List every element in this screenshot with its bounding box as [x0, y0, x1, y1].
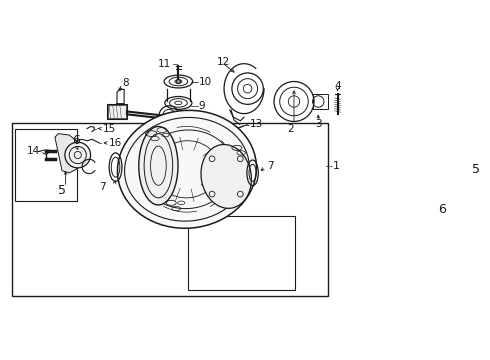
Text: 7: 7	[99, 182, 106, 192]
Bar	[189, 216, 295, 291]
Text: 6: 6	[439, 203, 446, 216]
Text: 5: 5	[472, 163, 480, 176]
Ellipse shape	[139, 126, 178, 205]
Text: 12: 12	[217, 57, 230, 67]
Text: 9: 9	[198, 101, 205, 111]
Ellipse shape	[201, 144, 251, 208]
Bar	[313, 94, 328, 109]
Bar	[12, 123, 328, 296]
Text: 14: 14	[27, 147, 40, 157]
Text: 15: 15	[103, 123, 116, 134]
Circle shape	[176, 79, 180, 84]
Polygon shape	[55, 134, 80, 173]
Text: 11: 11	[158, 59, 171, 69]
Text: 5: 5	[58, 184, 66, 197]
Text: 2: 2	[287, 123, 294, 134]
Text: 13: 13	[250, 119, 263, 129]
Ellipse shape	[118, 110, 256, 228]
Text: 6: 6	[73, 134, 80, 147]
Text: 4: 4	[334, 81, 341, 91]
Text: 8: 8	[122, 78, 129, 88]
Bar	[107, 104, 127, 119]
Text: 16: 16	[109, 138, 122, 148]
Text: 7: 7	[267, 161, 273, 171]
Circle shape	[65, 142, 91, 168]
Ellipse shape	[419, 177, 433, 204]
Bar	[108, 105, 125, 118]
Text: 3: 3	[315, 119, 321, 129]
Text: 1: 1	[333, 161, 340, 171]
Bar	[15, 129, 76, 201]
Text: 10: 10	[198, 77, 212, 86]
